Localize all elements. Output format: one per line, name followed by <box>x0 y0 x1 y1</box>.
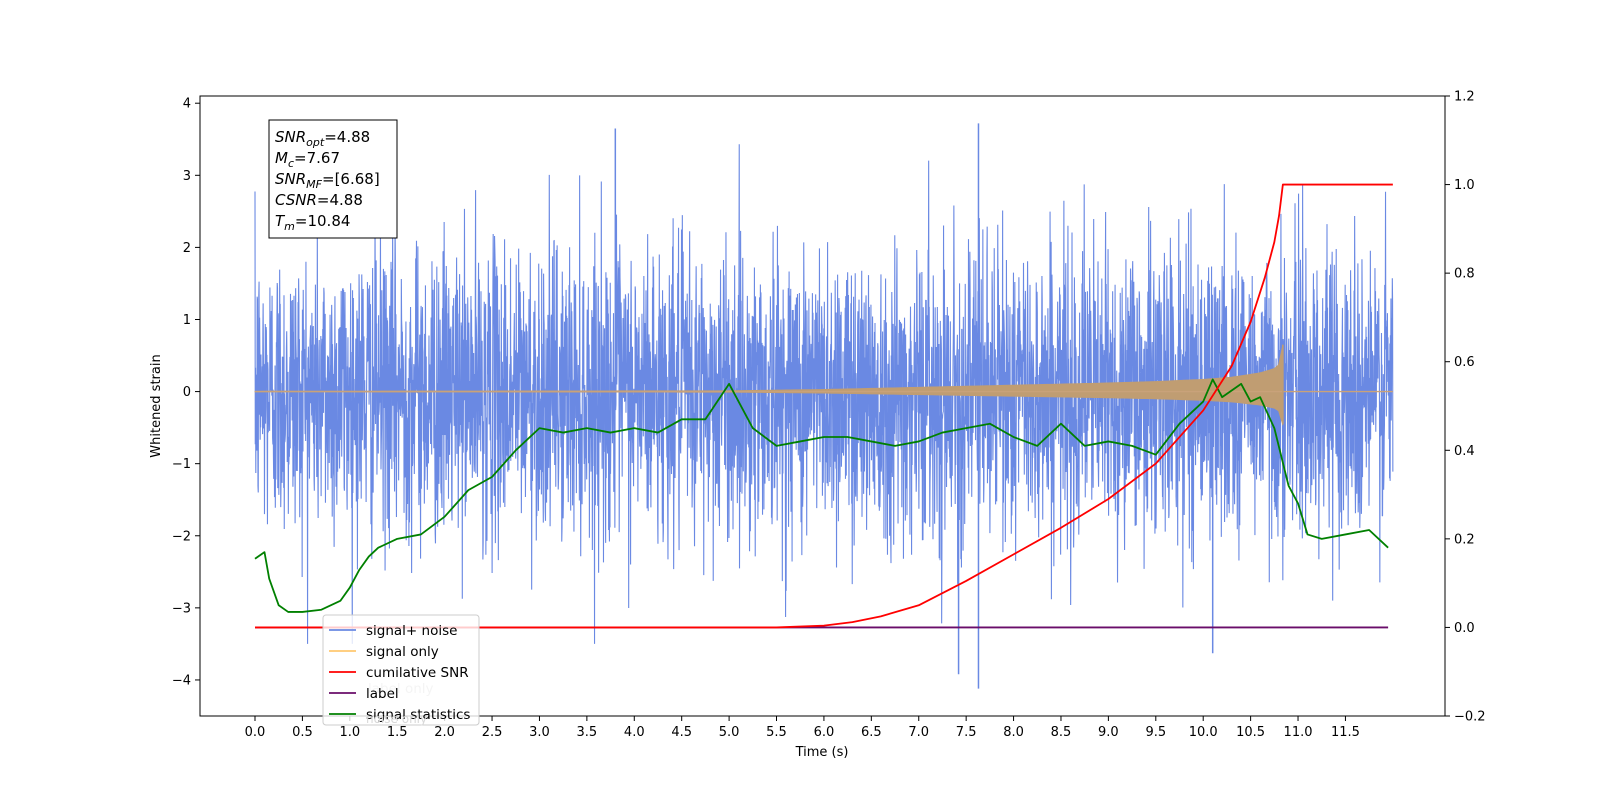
y-axis-label: Whitened strain <box>149 354 164 457</box>
x-tick-label: 1.0 <box>339 725 360 740</box>
x-tick-label: 8.0 <box>1003 725 1024 740</box>
y-left-tick-label: 0 <box>183 385 191 400</box>
y-right-tick-label: −0.2 <box>1454 710 1486 725</box>
x-tick-label: 11.5 <box>1331 725 1360 740</box>
annotation-line: Tm=10.84 <box>275 212 350 233</box>
x-tick-label: 11.0 <box>1284 725 1313 740</box>
annotation-line: CSNR=4.88 <box>275 191 363 209</box>
legend-label: signal only <box>366 644 439 660</box>
signal-only-layer <box>254 344 1393 426</box>
legend-label: label <box>366 686 399 702</box>
annotation-line: Mc=7.67 <box>275 149 340 170</box>
x-tick-label: 2.5 <box>482 725 503 740</box>
x-tick-label: 7.0 <box>908 725 929 740</box>
x-axis-label: Time (s) <box>795 745 849 760</box>
y-right-tick-label: 0.4 <box>1454 444 1475 459</box>
y-right-tick-label: 0.2 <box>1454 532 1475 547</box>
series-signal-noise-spikes <box>614 123 1214 689</box>
x-tick-label: 9.0 <box>1098 725 1119 740</box>
legend-label: signal+ noise <box>366 623 457 639</box>
x-tick-label: 1.5 <box>387 725 408 740</box>
y-left-tick-label: −3 <box>172 601 191 616</box>
x-tick-label: 3.5 <box>577 725 598 740</box>
series-cumulative-snr <box>255 183 1393 629</box>
x-tick-label: 0.5 <box>292 725 313 740</box>
annotation-line: SNRopt=4.88 <box>275 128 370 149</box>
x-tick-label: 8.5 <box>1051 725 1072 740</box>
legend-label: cumilative SNR <box>366 665 469 681</box>
legend-ghost-label: noise only <box>366 712 427 726</box>
x-tick-label: 6.0 <box>814 725 835 740</box>
x-tick-label: 10.5 <box>1236 725 1265 740</box>
x-tick-label: 4.0 <box>624 725 645 740</box>
y-left-tick-label: 1 <box>183 313 191 328</box>
y-left-tick-label: −4 <box>172 673 191 688</box>
x-tick-label: 4.5 <box>671 725 692 740</box>
legend-label: signal statistics <box>366 707 470 723</box>
x-tick-label: 5.5 <box>766 725 787 740</box>
y-right-tick-label: 0.6 <box>1454 355 1475 370</box>
y-left-tick-label: 2 <box>183 241 191 256</box>
y-left-tick-label: −2 <box>172 529 191 544</box>
legend-frame <box>322 614 480 726</box>
series-signal-statistics <box>254 378 1389 613</box>
x-tick-label: 2.0 <box>434 725 455 740</box>
x-tick-label: 5.0 <box>719 725 740 740</box>
y-right-tick-label: 1.0 <box>1454 178 1475 193</box>
x-tick-label: 6.5 <box>861 725 882 740</box>
annotation-frame <box>268 119 398 239</box>
x-tick-label: 0.0 <box>245 725 266 740</box>
y-right-tick-label: 0.0 <box>1454 621 1475 636</box>
x-tick-label: 9.5 <box>1145 725 1166 740</box>
y-right-tick-label: 0.8 <box>1454 267 1475 282</box>
signal-noise-layer <box>254 123 1394 689</box>
x-tick-label: 7.5 <box>956 725 977 740</box>
x-axis: 0.0 0.5 1.0 1.5 2.0 2.5 3.0 3.5 4.0 4.5 5.0 5.5 6.0 6… <box>245 716 1360 740</box>
plot-frame <box>199 95 1446 717</box>
y-left-tick-label: −1 <box>172 457 191 472</box>
y-left-tick-label: 4 <box>183 97 191 112</box>
series-signal-noise <box>254 144 1394 644</box>
annotation-line: SNRMF=[6.68] <box>275 170 380 191</box>
y-axis-right: −0.2 0.0 0.2 0.4 0.6 0.8 1.0 1.2 <box>1445 90 1486 725</box>
x-tick-label: 3.0 <box>529 725 550 740</box>
y-axis-left: −4 −3 −2 −1 0 1 2 3 4 <box>172 97 200 688</box>
x-tick-label: 10.0 <box>1189 725 1218 740</box>
y-right-tick-label: 1.2 <box>1454 90 1475 105</box>
y-left-tick-label: 3 <box>183 169 191 184</box>
